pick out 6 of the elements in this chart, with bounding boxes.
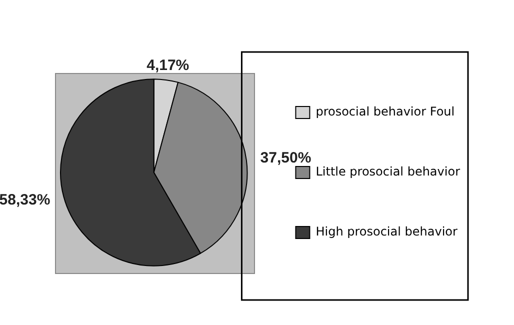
data-label: 37,50%: [260, 150, 312, 167]
legend-label: Little prosocial behavior: [316, 164, 460, 179]
data-label: 4,17%: [146, 57, 190, 74]
legend-label: High prosocial behavior: [316, 224, 458, 239]
legend-label: prosocial behavior Foul: [316, 104, 455, 119]
data-label: 58,33%: [0, 191, 50, 208]
